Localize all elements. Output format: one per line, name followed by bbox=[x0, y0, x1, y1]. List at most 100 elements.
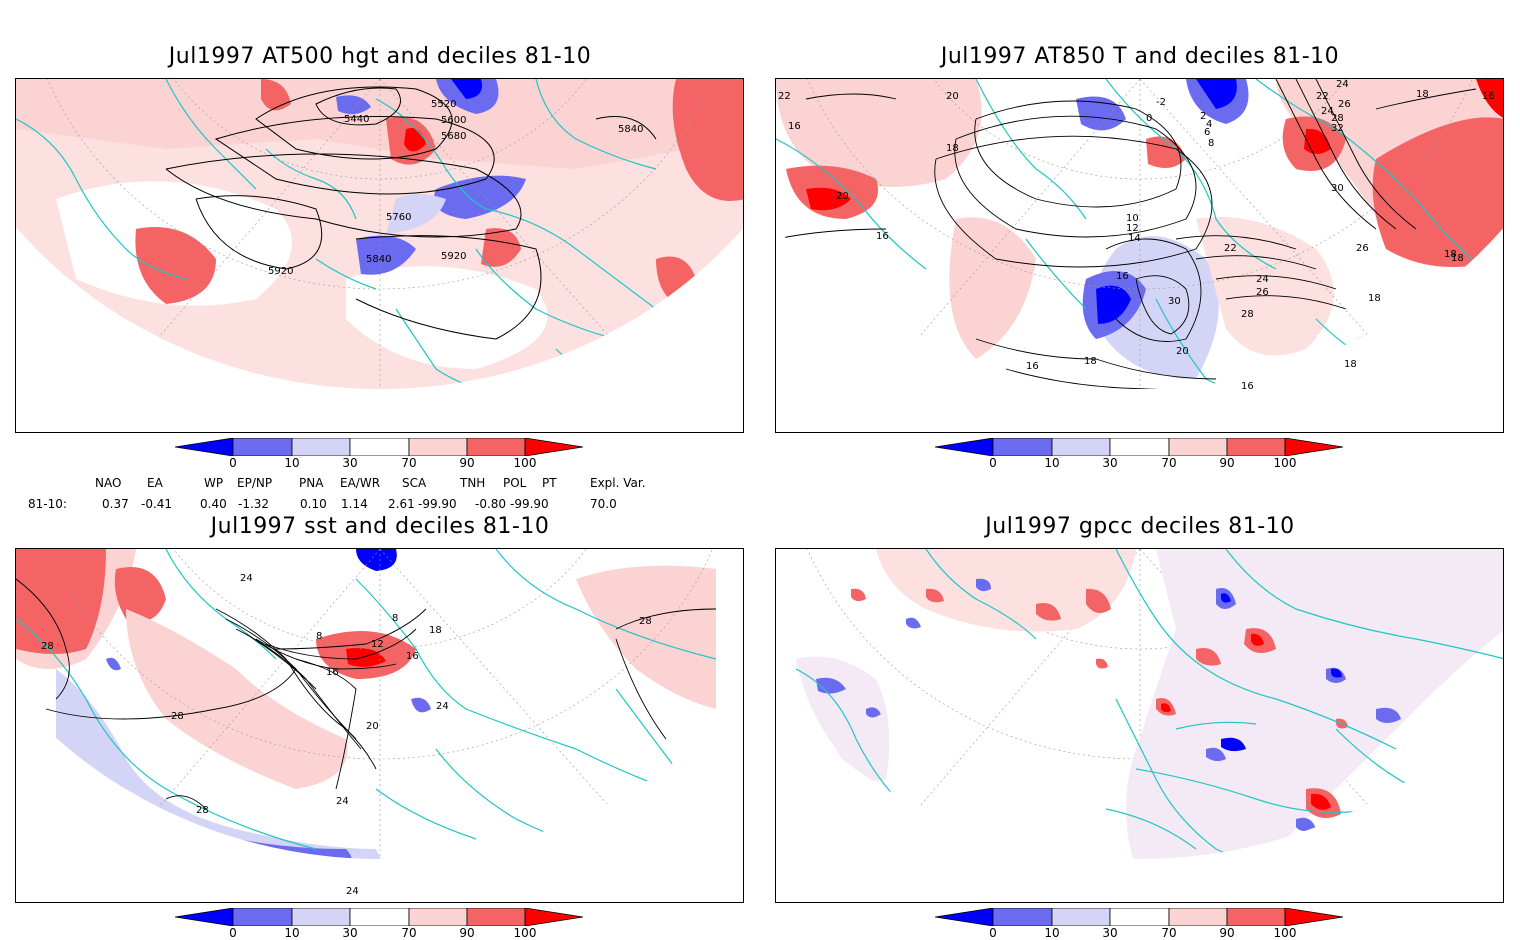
hgt-contour-label: 5840 bbox=[366, 254, 391, 265]
gpcc-panel-title: Jul1997 gpcc deciles 81-10 bbox=[985, 514, 1295, 539]
t850-contour-label: 12 bbox=[1126, 223, 1139, 234]
hgt-contour-label: 5760 bbox=[386, 212, 411, 223]
sst-map-svg: 28 28 28 24 20 16 12 8 8 18 16 24 28 24 … bbox=[16, 549, 743, 897]
sst-contour-label: 28 bbox=[171, 711, 184, 722]
t850-contour-label: 20 bbox=[836, 191, 849, 202]
colorbar-tick-label: 0 bbox=[229, 926, 237, 940]
sst-contour-label: 16 bbox=[406, 651, 419, 662]
t850-contour-label: 2 bbox=[1200, 111, 1206, 122]
t850-contour-label: 16 bbox=[788, 121, 801, 132]
colorbar-bottom-left: 0 10 30 70 90 100 bbox=[174, 907, 585, 940]
t850-contour-label: 28 bbox=[1331, 113, 1344, 124]
index-value: -99.90 bbox=[510, 497, 549, 511]
t850-contour-label: -2 bbox=[1156, 97, 1166, 108]
hgt-contour-label: 5680 bbox=[441, 131, 466, 142]
colorbar-tick-label: 30 bbox=[342, 926, 358, 940]
t850-contour-label: 18 bbox=[1084, 356, 1097, 367]
colorbar-bottom-right: 0 10 30 70 90 100 bbox=[934, 907, 1345, 940]
index-header: TNH bbox=[460, 476, 486, 490]
t850-contour-label: 6 bbox=[1204, 127, 1210, 138]
colorbar-tick-label: 100 bbox=[513, 456, 537, 470]
index-header: SCA bbox=[402, 476, 427, 490]
t850-contour-label: 16 bbox=[1026, 361, 1039, 372]
t850-contour-label: 8 bbox=[1208, 138, 1214, 149]
index-header: PNA bbox=[299, 476, 324, 490]
t850-contour-label: 22 bbox=[1224, 243, 1237, 254]
hgt-map-panel: 5440 5520 5600 5680 5840 5760 5840 5920 … bbox=[15, 78, 744, 433]
colorbar-tick-label: 90 bbox=[459, 926, 475, 940]
sst-contour-label: 24 bbox=[436, 701, 449, 712]
index-header: Expl. Var. bbox=[590, 476, 646, 490]
t850-contour-label: 24 bbox=[1256, 274, 1269, 285]
colorbar-top-left-svg bbox=[174, 437, 584, 457]
colorbar-tick-label: 10 bbox=[1044, 456, 1060, 470]
gpcc-map-panel bbox=[775, 548, 1504, 903]
index-header: POL bbox=[503, 476, 527, 490]
hgt-contour-label: 5600 bbox=[441, 115, 466, 126]
hgt-map-svg: 5440 5520 5600 5680 5840 5760 5840 5920 … bbox=[16, 79, 743, 389]
t850-contour-label: 18 bbox=[1344, 359, 1357, 370]
colorbar-tick-label: 90 bbox=[1219, 926, 1235, 940]
index-value: 0.10 bbox=[300, 497, 327, 511]
colorbar-bottom-right-svg bbox=[934, 907, 1344, 927]
hgt-contour-label: 5840 bbox=[618, 124, 643, 135]
index-header: EP/NP bbox=[237, 476, 273, 490]
hgt-contour-label: 5440 bbox=[344, 114, 369, 125]
sst-contour-label: 24 bbox=[346, 886, 359, 897]
sst-contour-label: 8 bbox=[392, 613, 398, 624]
t850-contour-label: 24 bbox=[1336, 79, 1349, 90]
colorbar-tick-label: 70 bbox=[401, 926, 417, 940]
t850-contour-label: 16 bbox=[876, 231, 889, 242]
sst-contour-label: 20 bbox=[366, 721, 379, 732]
index-value: -0.41 bbox=[141, 497, 173, 511]
index-value: -0.80 bbox=[475, 497, 507, 511]
colorbar-tick-label: 70 bbox=[1161, 456, 1177, 470]
colorbar-tick-label: 70 bbox=[401, 456, 417, 470]
t850-contour-label: 30 bbox=[1331, 183, 1344, 194]
sst-contour-label: 28 bbox=[41, 641, 54, 652]
hgt-contour-label: 5920 bbox=[441, 251, 466, 262]
t850-contour-label: 18 bbox=[1444, 249, 1457, 260]
sst-contour-label: 12 bbox=[371, 639, 384, 650]
t850-contour-label: 18 bbox=[1451, 253, 1464, 264]
index-header: EA bbox=[147, 476, 163, 490]
index-value: 70.0 bbox=[590, 497, 617, 511]
colorbar-tick-label: 100 bbox=[1273, 926, 1297, 940]
colorbar-tick-label: 0 bbox=[989, 926, 997, 940]
t850-contour-label: 18 bbox=[1368, 293, 1381, 304]
t850-contour-label: 18 bbox=[1416, 89, 1429, 100]
index-header: WP bbox=[204, 476, 224, 490]
hgt-contour-label: 5520 bbox=[431, 99, 456, 110]
index-header: NAO bbox=[95, 476, 122, 490]
colorbar-tick-label: 30 bbox=[1102, 456, 1118, 470]
colorbar-tick-label: 90 bbox=[459, 456, 475, 470]
sst-contour-label: 28 bbox=[196, 805, 209, 816]
t850-contour-label: 16 bbox=[1116, 271, 1129, 282]
sst-contour-label: 18 bbox=[429, 625, 442, 636]
colorbar-tick-label: 70 bbox=[1161, 926, 1177, 940]
colorbar-tick-label: 0 bbox=[989, 456, 997, 470]
sst-contour-label: 16 bbox=[326, 667, 339, 678]
index-value: -1.32 bbox=[238, 497, 270, 511]
index-value: -99.90 bbox=[418, 497, 457, 511]
t850-contour-label: 10 bbox=[1126, 213, 1139, 224]
t850-contour-label: 16 bbox=[1482, 91, 1495, 102]
index-value: 0.40 bbox=[200, 497, 227, 511]
t850-contour-label: 32 bbox=[1331, 123, 1344, 134]
t850-contour-label: 16 bbox=[1241, 381, 1254, 392]
colorbar-tick-label: 30 bbox=[1102, 926, 1118, 940]
sst-contour-label: 8 bbox=[316, 631, 322, 642]
colorbar-tick-label: 100 bbox=[513, 926, 537, 940]
sst-panel-title: Jul1997 sst and deciles 81-10 bbox=[210, 514, 550, 539]
t850-contour-label: 20 bbox=[946, 91, 959, 102]
hgt-panel-title: Jul1997 AT500 hgt and deciles 81-10 bbox=[168, 44, 592, 69]
t850-contour-label: 26 bbox=[1256, 287, 1269, 298]
t850-contour-label: 30 bbox=[1168, 296, 1181, 307]
t850-contour-label: 26 bbox=[1356, 243, 1369, 254]
sst-contour-label: 24 bbox=[336, 796, 349, 807]
t850-contour-label: 0 bbox=[1146, 113, 1152, 124]
colorbar-tick-label: 10 bbox=[1044, 926, 1060, 940]
t850-contour-label: 4 bbox=[1206, 119, 1212, 130]
t850-contour-label: 26 bbox=[1338, 99, 1351, 110]
colorbar-top-left: 0 10 30 70 90 100 bbox=[174, 437, 585, 474]
